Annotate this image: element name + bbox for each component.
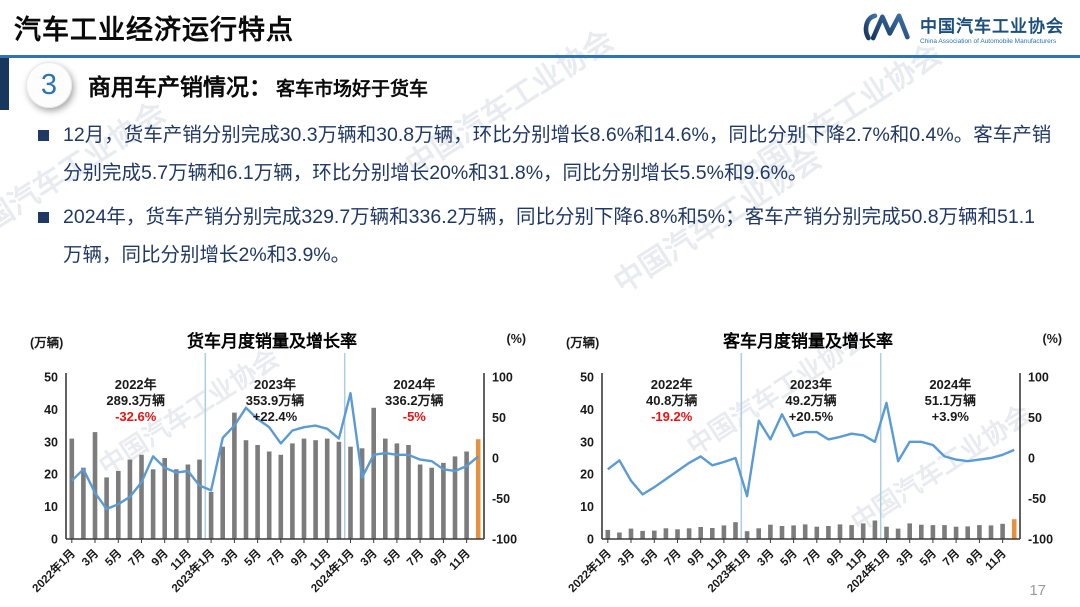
svg-text:2024年: 2024年 (393, 377, 435, 392)
bullet-text: 2024年，货车产销分别完成329.7万辆和336.2万辆，同比分别下降6.8%… (63, 206, 1036, 267)
svg-text:-5%: -5% (403, 409, 427, 424)
svg-text:10: 10 (44, 500, 58, 514)
section-heading: 3 商用车产销情况： 客车市场好于货车 (26, 62, 428, 108)
left-axis-unit: (万辆) (30, 336, 64, 350)
svg-text:5月: 5月 (778, 547, 800, 569)
logo-org-name-en: China Association of Automobile Manufact… (920, 38, 1057, 45)
svg-text:9月: 9月 (288, 547, 310, 569)
chart-title: 客车月度销量及增长率 (723, 332, 893, 351)
svg-text:+20.5%: +20.5% (789, 409, 834, 424)
svg-text:5月: 5月 (639, 547, 661, 569)
bullet-list: 12月，货车产销分别完成30.3万辆和30.8万辆，环比分别增长8.6%和14.… (38, 116, 1052, 280)
left-accent-bar (0, 58, 9, 110)
svg-text:3月: 3月 (358, 547, 380, 569)
right-axis-unit: (%) (1042, 332, 1062, 346)
svg-text:51.1万辆: 51.1万辆 (925, 393, 976, 408)
svg-text:7月: 7月 (801, 547, 823, 569)
bullet-square-icon (38, 212, 49, 224)
svg-text:50: 50 (580, 371, 594, 385)
svg-text:2022年: 2022年 (651, 377, 693, 392)
svg-text:100: 100 (1028, 371, 1049, 385)
caam-logo-mark-icon (862, 8, 912, 49)
svg-text:336.2万辆: 336.2万辆 (385, 393, 444, 408)
svg-text:40: 40 (580, 403, 594, 417)
svg-text:9月: 9月 (685, 547, 707, 569)
bullet-text: 12月，货车产销分别完成30.3万辆和30.8万辆，环比分别增长8.6%和14.… (63, 124, 1052, 185)
svg-text:-50: -50 (1028, 492, 1046, 506)
svg-text:0: 0 (587, 533, 594, 547)
section-subtitle: 客车市场好于货车 (276, 79, 429, 100)
svg-text:353.9万辆: 353.9万辆 (246, 393, 305, 408)
svg-text:7月: 7月 (940, 547, 962, 569)
svg-text:50: 50 (44, 371, 58, 385)
svg-text:2022年1月: 2022年1月 (29, 546, 78, 595)
svg-text:2022年1月: 2022年1月 (565, 546, 614, 595)
svg-text:7月: 7月 (126, 547, 148, 569)
svg-text:7月: 7月 (265, 547, 287, 569)
svg-text:2022年: 2022年 (115, 377, 157, 392)
svg-text:2023年: 2023年 (254, 377, 296, 392)
logo-org-name: 中国汽车工业协会 (920, 17, 1064, 36)
svg-text:3月: 3月 (219, 547, 241, 569)
svg-text:3月: 3月 (615, 547, 637, 569)
bullet-item: 2024年，货车产销分别完成329.7万辆和336.2万辆，同比分别下降6.8%… (38, 198, 1052, 274)
svg-text:9月: 9月 (149, 547, 171, 569)
svg-text:100: 100 (492, 371, 513, 385)
right-axis-unit: (%) (506, 332, 526, 346)
svg-text:+22.4%: +22.4% (253, 409, 298, 424)
svg-text:0: 0 (492, 452, 499, 466)
svg-text:3月: 3月 (79, 547, 101, 569)
svg-text:7月: 7月 (662, 547, 684, 569)
bullet-item: 12月，货车产销分别完成30.3万辆和30.8万辆，环比分别增长8.6%和14.… (38, 116, 1052, 192)
left-axis-unit: (万辆) (566, 336, 600, 350)
svg-text:9月: 9月 (428, 547, 450, 569)
svg-text:10: 10 (580, 500, 594, 514)
svg-text:40: 40 (44, 403, 58, 417)
svg-text:20: 20 (580, 468, 594, 482)
page-number: 17 (1029, 582, 1046, 599)
svg-text:3月: 3月 (894, 547, 916, 569)
section-title: 商用车产销情况： (88, 74, 272, 100)
svg-text:11月: 11月 (447, 547, 473, 573)
svg-text:-19.2%: -19.2% (651, 409, 693, 424)
svg-text:49.2万辆: 49.2万辆 (785, 393, 836, 408)
chart-title: 货车月度销量及增长率 (187, 332, 357, 351)
svg-text:-50: -50 (492, 492, 510, 506)
svg-text:50: 50 (492, 411, 506, 425)
svg-text:50: 50 (1028, 411, 1042, 425)
title-divider (0, 55, 1080, 58)
svg-text:5月: 5月 (917, 547, 939, 569)
svg-text:-100: -100 (1028, 533, 1053, 547)
svg-text:2024年: 2024年 (929, 377, 971, 392)
svg-text:5月: 5月 (242, 547, 264, 569)
page-title: 汽车工业经济运行特点 (14, 15, 294, 45)
svg-text:20: 20 (44, 468, 58, 482)
svg-text:2023年: 2023年 (790, 377, 832, 392)
svg-text:40.8万辆: 40.8万辆 (646, 393, 697, 408)
svg-text:7月: 7月 (404, 547, 426, 569)
svg-text:30: 30 (44, 435, 58, 449)
svg-text:-100: -100 (492, 533, 517, 547)
svg-text:3月: 3月 (755, 547, 777, 569)
svg-text:11月: 11月 (983, 547, 1009, 573)
svg-text:9月: 9月 (964, 547, 986, 569)
bus-monthly-sales-chart: (万辆) 客车月度销量及增长率 (%) 0 10 20 30 40 50 -100 -50 0 5… (552, 327, 1064, 603)
svg-text:-32.6%: -32.6% (115, 409, 157, 424)
bullet-square-icon (38, 130, 49, 141)
svg-text:289.3万辆: 289.3万辆 (106, 393, 165, 408)
svg-text:0: 0 (51, 533, 58, 547)
svg-text:0: 0 (1028, 452, 1035, 466)
svg-text:9月: 9月 (824, 547, 846, 569)
section-number-badge: 3 (26, 62, 72, 108)
svg-text:5月: 5月 (381, 547, 403, 569)
svg-text:5月: 5月 (103, 547, 125, 569)
truck-monthly-sales-chart: (万辆) 货车月度销量及增长率 (%) 0 10 20 30 40 50 -100 -50 0 5… (16, 327, 528, 603)
svg-text:+3.9%: +3.9% (932, 409, 970, 424)
svg-text:30: 30 (580, 435, 594, 449)
caam-logo: 中国汽车工业协会 China Association of Automobile… (862, 8, 1064, 49)
